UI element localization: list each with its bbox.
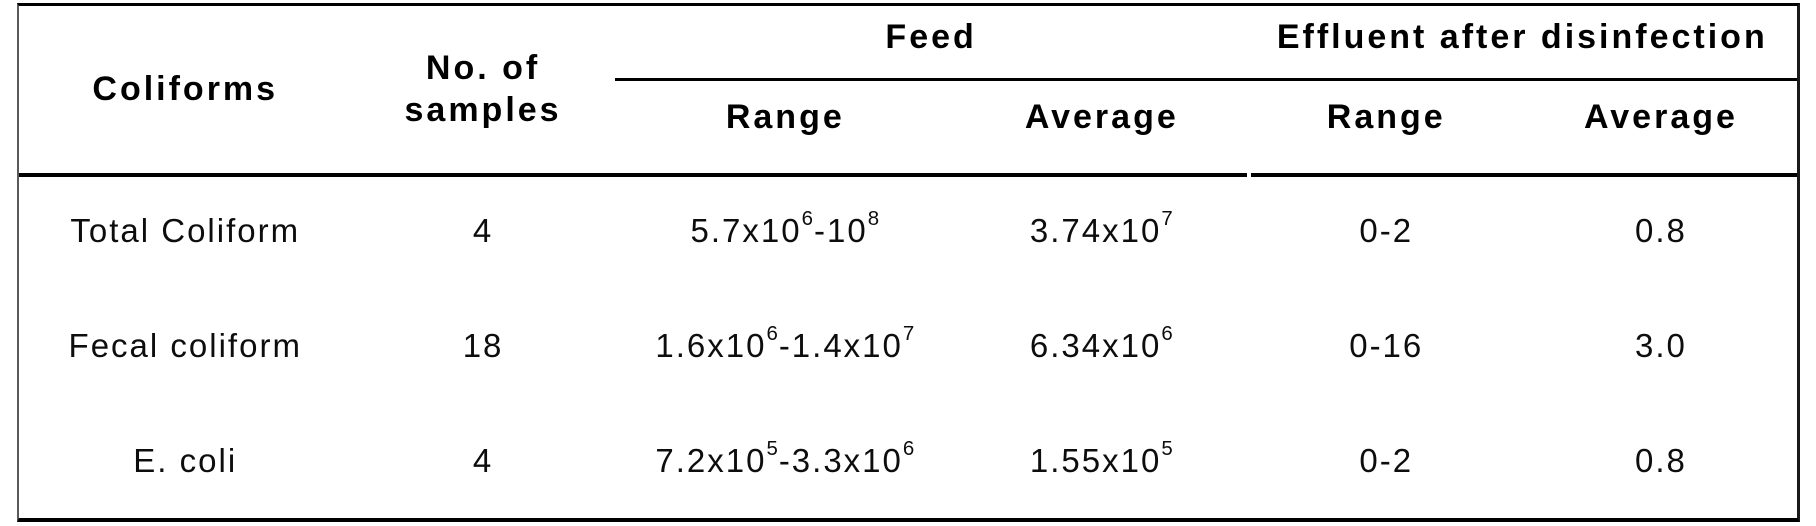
header-separator-right (1250, 173, 1797, 177)
cell-samples: 4 (472, 211, 494, 249)
cell-feed-average: 3.74x10 7 (1029, 206, 1174, 249)
cell-feed-average: 1.55x10 5 (1029, 436, 1174, 479)
header-no-of-samples: No. of samples (404, 49, 562, 129)
header-group-feed: Feed (885, 17, 977, 56)
header-group-effluent: Effluent after disinfection (1276, 17, 1768, 56)
coliform-results-table: Coliforms No. of samples Feed Effluent a… (17, 3, 1800, 522)
cell-coliform: Total Coliform (70, 211, 301, 249)
header-coliforms: Coliforms (92, 70, 279, 108)
cell-feed-average: 6.34x10 6 (1029, 321, 1174, 364)
cell-samples: 4 (472, 441, 494, 479)
header-feed-average: Average (1024, 98, 1179, 136)
cell-effluent-average: 0.8 (1635, 441, 1687, 479)
group-header-underline (614, 78, 1797, 81)
cell-feed-range: 5.7x10 6 -10 8 (690, 206, 881, 249)
cell-effluent-range: 0-2 (1359, 211, 1414, 249)
cell-effluent-average: 0.8 (1635, 211, 1687, 249)
cell-feed-range: 1.6x10 6 -1.4x10 7 (655, 321, 916, 364)
header-separator-left (19, 173, 1247, 177)
cell-effluent-range: 0-2 (1359, 441, 1414, 479)
cell-effluent-range: 0-16 (1349, 326, 1424, 364)
cell-coliform: E. coli (133, 441, 238, 479)
cell-feed-range: 7.2x10 5 -3.3x10 6 (655, 436, 916, 479)
cell-samples: 18 (462, 326, 504, 364)
table-grid: Coliforms No. of samples Feed Effluent a… (19, 6, 1797, 518)
header-feed-range: Range (725, 98, 845, 136)
cell-coliform: Fecal coliform (68, 326, 302, 364)
header-effluent-average: Average (1583, 98, 1738, 136)
header-effluent-range: Range (1326, 98, 1446, 136)
cell-effluent-average: 3.0 (1635, 326, 1687, 364)
